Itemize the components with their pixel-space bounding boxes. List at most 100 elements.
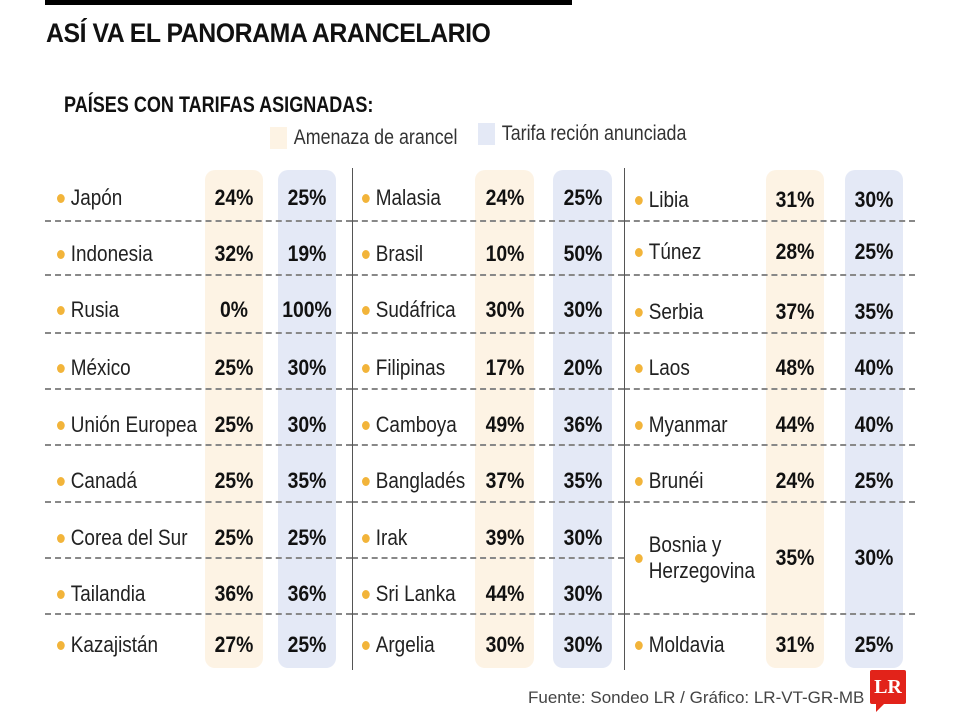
row-divider	[45, 274, 352, 276]
announced-value: 50%	[563, 241, 602, 266]
bullet-dot-icon	[635, 420, 643, 430]
threat-value: 0%	[220, 297, 248, 322]
row-divider	[352, 613, 624, 615]
threat-value: 37%	[775, 299, 815, 324]
bullet-dot-icon	[362, 640, 370, 650]
threat-value: 39%	[485, 525, 524, 550]
country-label: Malasia	[375, 185, 441, 210]
country-name: Unión Europea	[57, 412, 197, 438]
row-divider	[624, 332, 915, 334]
legend-swatch-threat	[270, 127, 287, 149]
country-label: Bosnia y Herzegovina	[648, 532, 755, 583]
announced-value: 100%	[282, 297, 332, 322]
top-rule	[45, 0, 572, 5]
country-name: Irak	[362, 525, 407, 551]
bullet-dot-icon	[635, 363, 643, 373]
country-label: Argelia	[375, 632, 435, 657]
row-divider	[352, 444, 624, 446]
row-divider	[624, 444, 915, 446]
bullet-dot-icon	[362, 589, 370, 599]
threat-value: 25%	[214, 525, 254, 550]
country-label: Corea del Sur	[70, 525, 188, 550]
bullet-dot-icon	[635, 307, 643, 317]
announced-value: 40%	[854, 412, 894, 437]
row-divider	[352, 220, 624, 222]
threat-value: 25%	[214, 355, 254, 380]
column-divider	[624, 168, 625, 670]
announced-value: 25%	[854, 468, 894, 493]
row-divider	[624, 388, 915, 390]
country-label: Tailandia	[70, 581, 146, 606]
country-label: Rusia	[70, 297, 120, 322]
announced-column-bg	[845, 170, 903, 668]
threat-value: 32%	[214, 241, 254, 266]
bullet-dot-icon	[362, 363, 370, 373]
announced-value: 30%	[563, 297, 602, 322]
row-divider	[45, 613, 352, 615]
announced-value: 30%	[854, 187, 894, 212]
country-name: Bosnia y Herzegovina	[635, 532, 755, 584]
section-subtitle: PAÍSES CON TARIFAS ASIGNADAS:	[64, 92, 374, 117]
announced-value: 25%	[854, 239, 894, 264]
bullet-dot-icon	[362, 249, 370, 259]
bullet-dot-icon	[57, 193, 65, 203]
bullet-dot-icon	[635, 553, 643, 563]
threat-column-bg	[205, 170, 263, 668]
threat-value: 49%	[485, 412, 524, 437]
announced-value: 30%	[563, 632, 602, 657]
country-label: Laos	[648, 355, 690, 380]
row-divider	[624, 220, 915, 222]
threat-column-bg	[475, 170, 534, 668]
country-name: Corea del Sur	[57, 525, 188, 551]
announced-value: 40%	[854, 355, 894, 380]
page-title: ASÍ VA EL PANORAMA ARANCELARIO	[46, 18, 491, 48]
announced-value: 30%	[287, 412, 327, 437]
bullet-dot-icon	[635, 195, 643, 205]
row-divider	[45, 557, 352, 559]
country-label: Myanmar	[648, 412, 728, 437]
announced-value: 25%	[287, 185, 327, 210]
announced-value: 25%	[287, 632, 327, 657]
threat-value: 44%	[485, 581, 524, 606]
country-name: Laos	[635, 355, 690, 381]
country-name: Camboya	[362, 412, 457, 438]
bullet-dot-icon	[57, 476, 65, 486]
country-label: Filipinas	[375, 355, 446, 380]
row-divider	[624, 613, 915, 615]
source-note: Fuente: Sondeo LR / Gráfico: LR-VT-GR-MB	[528, 688, 865, 707]
country-label: Brasil	[375, 241, 424, 266]
column-divider	[352, 168, 353, 670]
announced-column-bg	[553, 170, 612, 668]
bullet-dot-icon	[362, 193, 370, 203]
bullet-dot-icon	[57, 420, 65, 430]
announced-value: 25%	[287, 525, 327, 550]
bullet-dot-icon	[57, 589, 65, 599]
bullet-dot-icon	[57, 533, 65, 543]
country-name: Moldavia	[635, 632, 724, 658]
row-divider	[45, 332, 352, 334]
announced-value: 30%	[854, 545, 894, 570]
announced-value: 35%	[854, 299, 894, 324]
country-label: Moldavia	[648, 632, 725, 657]
country-name: Sri Lanka	[362, 581, 456, 607]
row-divider	[45, 501, 352, 503]
country-label: Bangladés	[375, 468, 466, 493]
country-label: Sri Lanka	[375, 581, 456, 606]
legend-threat: Amenaza de arancel	[270, 126, 458, 150]
country-label: Canadá	[70, 468, 138, 493]
country-label: Kazajistán	[70, 632, 159, 657]
announced-value: 25%	[854, 632, 894, 657]
country-name: Bangladés	[362, 468, 465, 494]
legend-swatch-announced	[478, 123, 495, 145]
country-name: Túnez	[635, 239, 701, 265]
country-label: Túnez	[648, 239, 702, 264]
row-divider	[352, 274, 624, 276]
row-divider	[45, 444, 352, 446]
threat-value: 10%	[485, 241, 524, 266]
announced-value: 30%	[563, 525, 602, 550]
country-label: Indonesia	[70, 241, 153, 266]
bullet-dot-icon	[362, 305, 370, 315]
legend-announced: Tarifa reción anunciada	[478, 122, 686, 146]
country-label: Brunéi	[648, 468, 704, 493]
bullet-dot-icon	[362, 420, 370, 430]
